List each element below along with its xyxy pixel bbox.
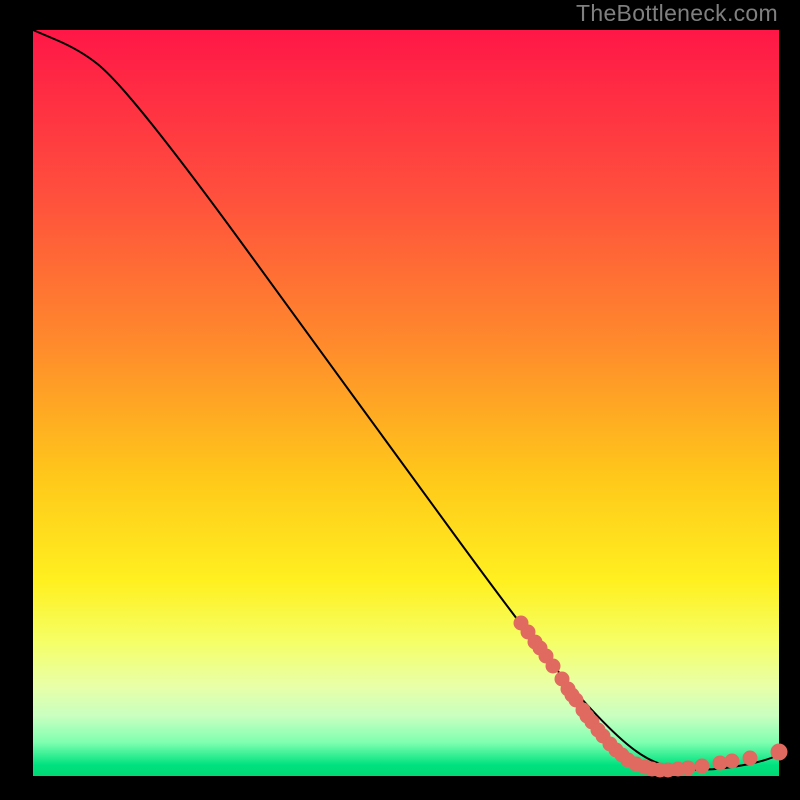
chart-svg xyxy=(0,0,800,800)
chart-stage: TheBottleneck.com xyxy=(0,0,800,800)
data-dot xyxy=(681,761,696,776)
plot-area xyxy=(33,30,779,776)
data-dot xyxy=(725,754,740,769)
watermark-text: TheBottleneck.com xyxy=(576,0,778,27)
data-dot xyxy=(743,751,758,766)
data-dot xyxy=(546,659,561,674)
end-marker xyxy=(771,744,788,761)
data-dot xyxy=(695,759,710,774)
